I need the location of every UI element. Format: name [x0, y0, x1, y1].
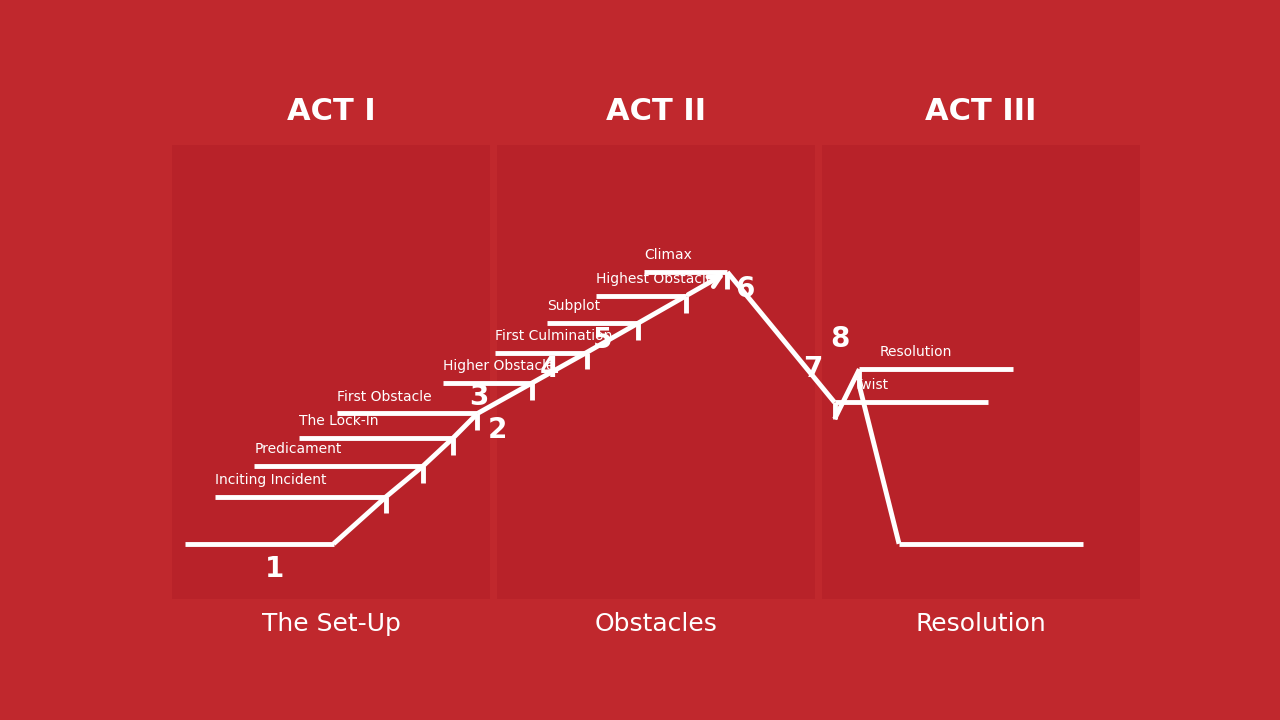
Text: 1: 1 — [265, 554, 284, 582]
Bar — [822, 145, 1140, 599]
Text: 8: 8 — [831, 325, 850, 353]
Text: First Culmination: First Culmination — [495, 328, 613, 343]
Text: 4: 4 — [540, 355, 559, 383]
Text: 6: 6 — [735, 275, 755, 302]
Bar — [172, 145, 490, 599]
Text: ACT III: ACT III — [925, 97, 1037, 126]
Text: Resolution: Resolution — [915, 612, 1046, 636]
Text: Highest Obstacle: Highest Obstacle — [596, 272, 714, 286]
Text: Predicament: Predicament — [255, 442, 342, 456]
Text: Obstacles: Obstacles — [595, 612, 717, 636]
Text: Twist: Twist — [855, 379, 888, 392]
Text: 2: 2 — [488, 416, 507, 444]
Text: The Lock-In: The Lock-In — [300, 415, 379, 428]
Text: 5: 5 — [593, 325, 612, 354]
Text: Resolution: Resolution — [879, 345, 951, 359]
Text: Climax: Climax — [644, 248, 692, 262]
Text: ACT II: ACT II — [605, 97, 707, 126]
Text: ACT I: ACT I — [287, 97, 375, 126]
Bar — [498, 145, 815, 599]
Text: Higher Obstacle: Higher Obstacle — [443, 359, 554, 373]
Text: First Obstacle: First Obstacle — [337, 390, 431, 403]
Text: Subplot: Subplot — [547, 299, 600, 313]
Text: 3: 3 — [470, 383, 489, 411]
Text: 7: 7 — [803, 355, 822, 383]
Text: Inciting Incident: Inciting Incident — [215, 472, 326, 487]
Text: The Set-Up: The Set-Up — [261, 612, 401, 636]
